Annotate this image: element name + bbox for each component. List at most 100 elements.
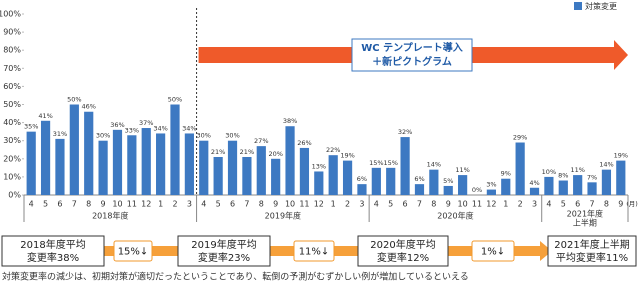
y-tick-label: 10% (3, 172, 21, 181)
value-label: 15% (369, 159, 383, 167)
bar (371, 167, 381, 195)
x-tick-label: 10 (285, 200, 295, 209)
annotation: WC テンプレート導入 (361, 41, 463, 54)
bar (400, 137, 410, 195)
x-tick-label: 2 (518, 200, 523, 209)
y-tick-label: 60% (3, 82, 21, 91)
x-tick-label: 2 (172, 200, 177, 209)
x-tick-label: 12 (486, 200, 496, 209)
x-tick-label: 5 (43, 200, 48, 209)
value-label: 36% (110, 121, 124, 129)
x-tick-label: 6 (575, 200, 580, 209)
summary-box (547, 235, 637, 267)
bar (156, 133, 166, 195)
bar (314, 171, 324, 195)
summary-text: 変更率12% (377, 251, 429, 264)
summary-text: 2018年度平均 (20, 238, 85, 251)
bar (112, 129, 123, 195)
y-tick-label: 90% (3, 28, 21, 37)
bar (573, 175, 583, 195)
value-label: 19% (614, 152, 628, 160)
x-tick-label: 7 (244, 200, 249, 209)
value-label: 41% (38, 112, 52, 120)
x-tick-label: 5 (216, 200, 221, 209)
x-tick-label: 1 (158, 200, 163, 209)
value-label: 33% (125, 126, 139, 134)
group-label: 2021年度 (567, 209, 603, 219)
x-tick-label: 12 (314, 200, 324, 209)
bar (242, 156, 252, 195)
value-label: 35% (24, 123, 38, 131)
summary-box (1, 235, 105, 267)
x-tick-label: 8 (431, 200, 436, 209)
x-tick-label: 4 (201, 200, 206, 209)
x-tick-label: 11 (299, 200, 309, 209)
value-label: 0% (472, 186, 482, 194)
group-label: 2018年度 (92, 211, 128, 221)
value-label: 30% (96, 132, 110, 140)
x-tick-label: 8 (86, 200, 91, 209)
x-tick-label: 1 (331, 200, 336, 209)
bar (414, 184, 425, 195)
value-label: 11% (570, 166, 584, 174)
x-tick-label: 1 (503, 200, 508, 209)
value-label: 6% (357, 175, 367, 183)
x-tick-label: 3 (359, 200, 364, 209)
y-tick-label: 30% (3, 136, 21, 145)
x-tick-label: 8 (604, 200, 609, 209)
x-tick-label: 11 (472, 200, 482, 209)
bar (558, 180, 568, 195)
group-label: 2020年度 (437, 211, 473, 221)
change-text: 11%↓ (299, 247, 330, 258)
y-tick-label: 50% (3, 100, 21, 109)
group-label: 上半期 (573, 218, 597, 228)
x-tick-label: 9 (618, 200, 623, 209)
summary-box (357, 235, 449, 267)
x-tick-label: 4 (374, 200, 379, 209)
change-text: 15%↓ (118, 247, 149, 258)
value-label: 5% (443, 177, 453, 185)
bar (199, 140, 209, 195)
value-label: 15% (383, 159, 397, 167)
bar (443, 185, 453, 195)
value-label: 7% (587, 173, 597, 181)
x-tick-label: 4 (29, 200, 34, 209)
bar (141, 128, 151, 195)
bar (256, 146, 266, 195)
bar (328, 155, 338, 195)
value-label: 8% (558, 172, 568, 180)
bar (616, 160, 626, 195)
bar (69, 104, 79, 195)
x-tick-label: 10 (458, 200, 468, 209)
x-tick-label: 9 (273, 200, 278, 209)
y-tick-label: 20% (3, 154, 21, 163)
change-text: 1%↓ (481, 247, 505, 258)
bar (486, 189, 496, 195)
y-tick-label: 80% (3, 46, 21, 55)
value-label: 3% (486, 181, 496, 189)
y-tick-label: 70% (3, 64, 21, 73)
summary-box (177, 235, 271, 267)
bar (587, 182, 597, 195)
bar (213, 156, 223, 195)
value-label: 38% (283, 117, 297, 125)
summary-text: 2020年度平均 (370, 238, 435, 251)
value-label: 11% (455, 166, 469, 174)
value-label: 46% (81, 103, 95, 111)
value-label: 4% (529, 179, 539, 187)
bar (529, 187, 540, 195)
x-tick-label: 4 (546, 200, 551, 209)
value-label: 21% (240, 148, 254, 156)
bar (127, 135, 137, 195)
bar (342, 160, 353, 195)
value-label: 19% (340, 152, 354, 160)
value-label: 34% (182, 124, 196, 132)
x-tick-label: 7 (590, 200, 595, 209)
value-label: 14% (427, 161, 441, 169)
bar (601, 169, 612, 195)
x-tick-label: 6 (57, 200, 62, 209)
x-tick-label: 7 (72, 200, 77, 209)
bar (98, 140, 108, 195)
legend-label: 対策変更 (585, 1, 617, 11)
x-tick-label: 3 (187, 200, 192, 209)
